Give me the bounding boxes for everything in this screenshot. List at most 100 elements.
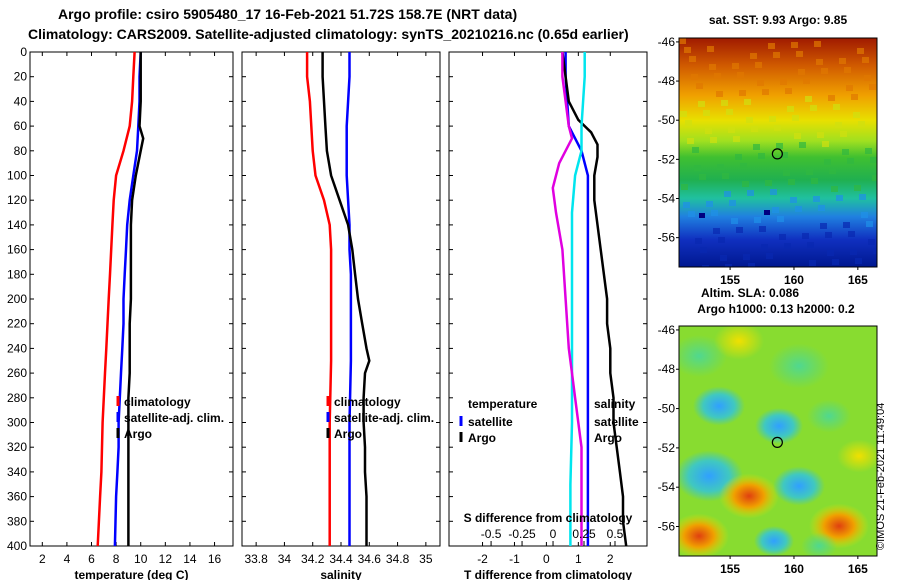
sst-texture xyxy=(776,143,783,149)
sst-texture xyxy=(820,223,827,229)
sla-anomaly xyxy=(801,532,837,556)
axes-frame xyxy=(448,51,648,547)
sst-texture xyxy=(817,132,824,138)
sst-texture xyxy=(787,106,794,112)
map-x-tick-label: 165 xyxy=(848,273,868,287)
sst-texture xyxy=(699,213,705,218)
sst-texture xyxy=(814,41,821,47)
sst-texture xyxy=(791,42,798,48)
y-tick-label: 200 xyxy=(7,292,27,306)
sla-anomaly xyxy=(773,466,825,506)
legend-label: satellite xyxy=(594,415,639,429)
sst-texture xyxy=(784,243,791,249)
x-axis-label: temperature (deg C) xyxy=(74,568,188,580)
sst-texture xyxy=(785,88,792,94)
sst-texture xyxy=(807,242,814,248)
sst-texture xyxy=(695,238,702,244)
sst-texture xyxy=(757,80,764,86)
x-tick-label: 8 xyxy=(113,552,120,566)
sst-texture xyxy=(700,247,707,253)
sst-texture xyxy=(774,125,781,131)
axes-frame xyxy=(241,51,441,547)
argo-position-marker xyxy=(771,436,783,448)
sst-texture xyxy=(835,122,842,128)
sst-texture xyxy=(824,159,831,165)
sst-texture xyxy=(861,212,868,218)
x-tick-label: -1 xyxy=(509,552,520,566)
sst-texture xyxy=(843,222,850,228)
sst-texture xyxy=(868,239,875,245)
sst-texture xyxy=(721,100,728,106)
x-tick-label: 10 xyxy=(134,552,148,566)
sst-texture xyxy=(699,174,706,180)
sst-texture xyxy=(769,116,776,122)
sst-texture xyxy=(679,38,686,44)
sst-texture xyxy=(816,59,823,65)
sst-texture xyxy=(694,165,701,171)
sst-texture xyxy=(840,131,847,137)
x-tick-label: 2 xyxy=(607,552,614,566)
y-tick-label: 360 xyxy=(7,490,27,504)
y-tick-label: 140 xyxy=(7,218,27,232)
map-x-tick-label: 165 xyxy=(848,562,868,576)
sla-anomaly xyxy=(754,526,794,556)
top-tick-label: -0.5 xyxy=(481,527,502,541)
y-tick-label: 220 xyxy=(7,317,27,331)
sst-texture xyxy=(827,250,834,256)
top-tick-label: 0 xyxy=(550,527,557,541)
sst-texture xyxy=(783,170,790,176)
sst-texture xyxy=(714,73,721,79)
sst-texture xyxy=(729,200,736,206)
x-tick-label: 2 xyxy=(39,552,46,566)
sst-texture xyxy=(836,195,843,201)
sla-anomaly xyxy=(769,343,829,389)
series-line-climatology xyxy=(305,52,333,546)
sst-texture xyxy=(711,210,718,216)
sst-texture xyxy=(737,72,744,78)
x-tick-label: 0 xyxy=(543,552,550,566)
imos-credit: ©IMOS 21-Feb-2021 11:49:04 xyxy=(875,402,887,550)
sst-texture xyxy=(724,191,731,197)
y-tick-label: 60 xyxy=(14,119,28,133)
series-line-salinity-argo xyxy=(551,52,583,546)
sst-texture xyxy=(720,255,727,261)
sst-texture xyxy=(813,196,820,202)
y-tick-label: 180 xyxy=(7,267,27,281)
sst-texture xyxy=(858,121,865,127)
top-axis-label: S difference from climatology xyxy=(464,511,633,525)
legend-label: satellite xyxy=(468,415,513,429)
legend-label: Argo xyxy=(468,431,496,445)
sla-map-subtitle: Argo h1000: 0.13 h2000: 0.2 xyxy=(697,302,855,316)
sst-texture xyxy=(772,207,779,213)
sst-texture xyxy=(855,258,862,264)
map-y-tick-label: -48 xyxy=(658,74,676,88)
map-x-tick-label: 160 xyxy=(784,562,804,576)
y-tick-label: 300 xyxy=(7,416,27,430)
y-tick-label: 400 xyxy=(7,539,27,553)
sst-texture xyxy=(758,153,765,159)
map-x-tick-label: 155 xyxy=(720,562,740,576)
x-tick-label: 12 xyxy=(159,552,173,566)
map-y-tick-label: -50 xyxy=(658,402,676,416)
sst-texture xyxy=(848,231,855,237)
sla-anomaly xyxy=(755,408,803,444)
sst-texture xyxy=(853,112,860,118)
y-tick-label: 260 xyxy=(7,366,27,380)
sst-texture xyxy=(702,265,709,267)
sst-texture xyxy=(850,249,857,255)
sst-texture xyxy=(806,169,813,175)
sst-texture xyxy=(821,68,828,74)
legend-title-temperature: temperature xyxy=(468,397,538,411)
legend-label: satellite-adj. clim. xyxy=(334,411,434,425)
sst-texture xyxy=(798,69,805,75)
sla-anomaly xyxy=(807,399,851,433)
sst-texture xyxy=(696,83,703,89)
sst-texture xyxy=(864,75,871,81)
x-tick-label: 6 xyxy=(88,552,95,566)
top-tick-label: -0.25 xyxy=(508,527,536,541)
map-frame xyxy=(678,37,878,268)
sst-texture xyxy=(788,179,795,185)
sla-map-title: Altim. SLA: 0.086 xyxy=(701,286,799,300)
legend-label: climatology xyxy=(334,395,401,409)
sst-texture xyxy=(780,79,787,85)
